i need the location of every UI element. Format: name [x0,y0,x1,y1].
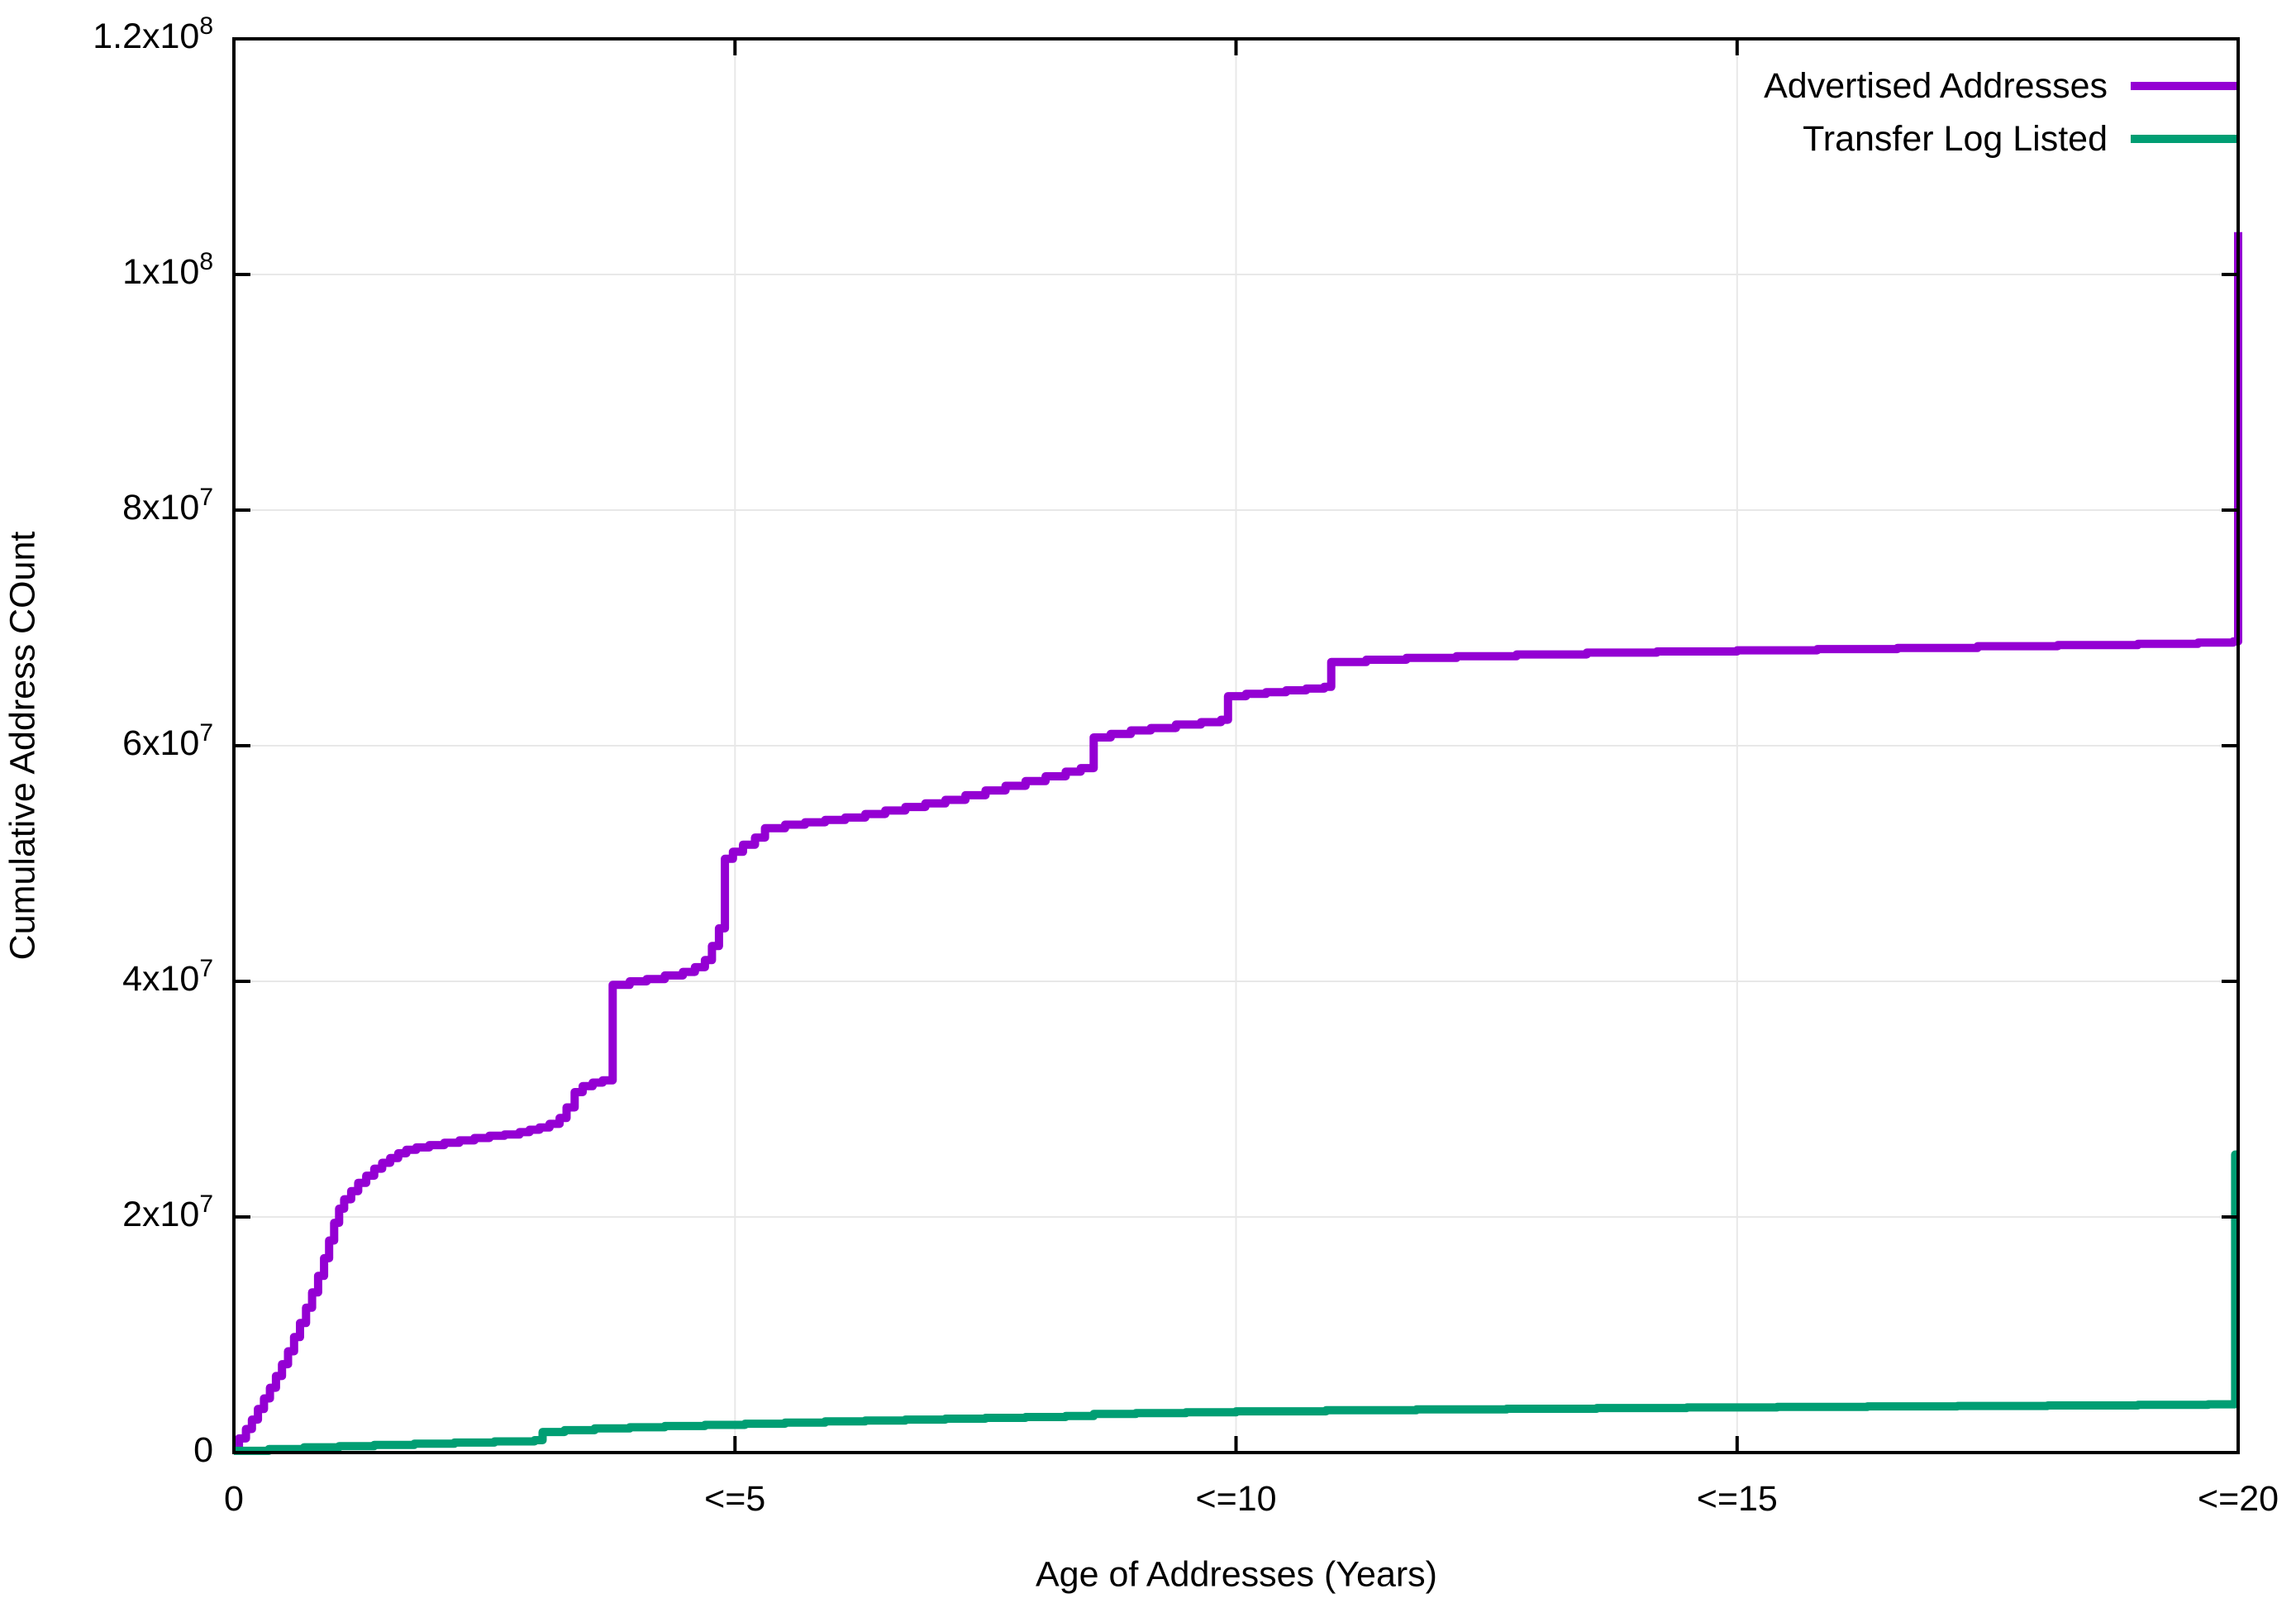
y-tick-label: 6x107 [122,718,213,763]
x-tick-label: <=10 [1195,1479,1277,1519]
legend-label-advertised: Advertised Addresses [1764,65,2108,106]
legend: Advertised Addresses Transfer Log Listed [1764,60,2236,165]
y-tick-label: 2x107 [122,1190,213,1234]
legend-swatch-transfer-line [2131,135,2236,143]
x-tick-label: <=15 [1696,1479,1778,1519]
legend-swatch-advertised-line [2131,82,2236,90]
y-tick-label: 1x108 [122,247,213,292]
legend-row-advertised: Advertised Addresses [1764,60,2236,112]
y-tick-label: 0 [193,1430,213,1470]
legend-label-transfer: Transfer Log Listed [1803,118,2108,159]
y-tick-label: 1.2x108 [93,12,213,56]
series-line-advertised-addresses [234,231,2242,1453]
y-axis-title: Cumulative Address COunt [2,531,43,961]
y-tick-label: 4x107 [122,954,213,999]
series-line-transfer-log-listed [234,1150,2240,1455]
x-tick-label: <=20 [2197,1479,2279,1519]
x-tick-label: <=5 [704,1479,766,1519]
x-axis-title: Age of Addresses (Years) [1035,1554,1438,1595]
y-tick-label: 8x107 [122,483,213,527]
legend-row-transfer: Transfer Log Listed [1764,112,2236,165]
x-tick-label: 0 [224,1479,244,1519]
